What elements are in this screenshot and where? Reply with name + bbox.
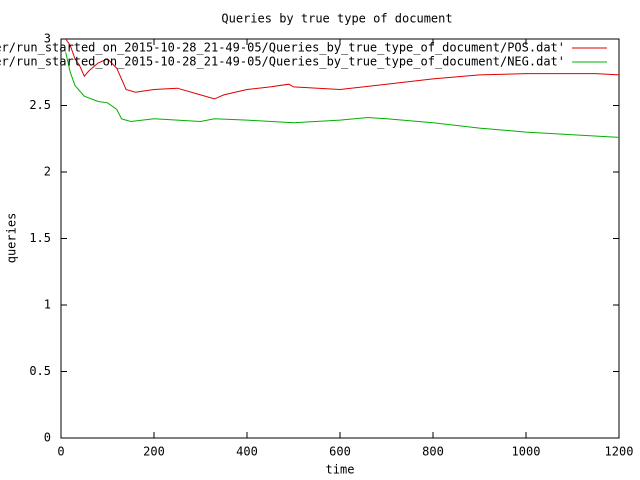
x-tick-label: 600 xyxy=(329,445,351,459)
y-tick-label: 2 xyxy=(44,165,51,179)
plot-area xyxy=(65,39,619,138)
y-axis-label: queries xyxy=(5,213,19,264)
data-line xyxy=(65,39,619,100)
y-tick-label: 0 xyxy=(44,431,51,445)
x-tick-label: 1000 xyxy=(512,445,541,459)
y-tick-label: 1.5 xyxy=(29,231,51,245)
x-tick-label: 0 xyxy=(57,445,64,459)
x-tick-label: 400 xyxy=(236,445,258,459)
legend-label: ayer/run_started_on_2015-10-28_21-49-05/… xyxy=(0,41,565,55)
x-tick-label: 200 xyxy=(143,445,165,459)
y-tick-label: 2.5 xyxy=(29,98,51,112)
chart-title: Queries by true type of document xyxy=(221,12,452,26)
y-tick-label: 0.5 xyxy=(29,364,51,378)
y-tick-label: 3 xyxy=(44,32,51,46)
plot-border xyxy=(60,38,620,439)
x-tick-label: 1200 xyxy=(605,445,634,459)
data-line xyxy=(65,52,619,138)
legend-label: ayer/run_started_on_2015-10-28_21-49-05/… xyxy=(0,55,565,69)
x-axis-label: time xyxy=(326,463,355,477)
x-tick-label: 800 xyxy=(422,445,444,459)
y-tick-label: 1 xyxy=(44,298,51,312)
